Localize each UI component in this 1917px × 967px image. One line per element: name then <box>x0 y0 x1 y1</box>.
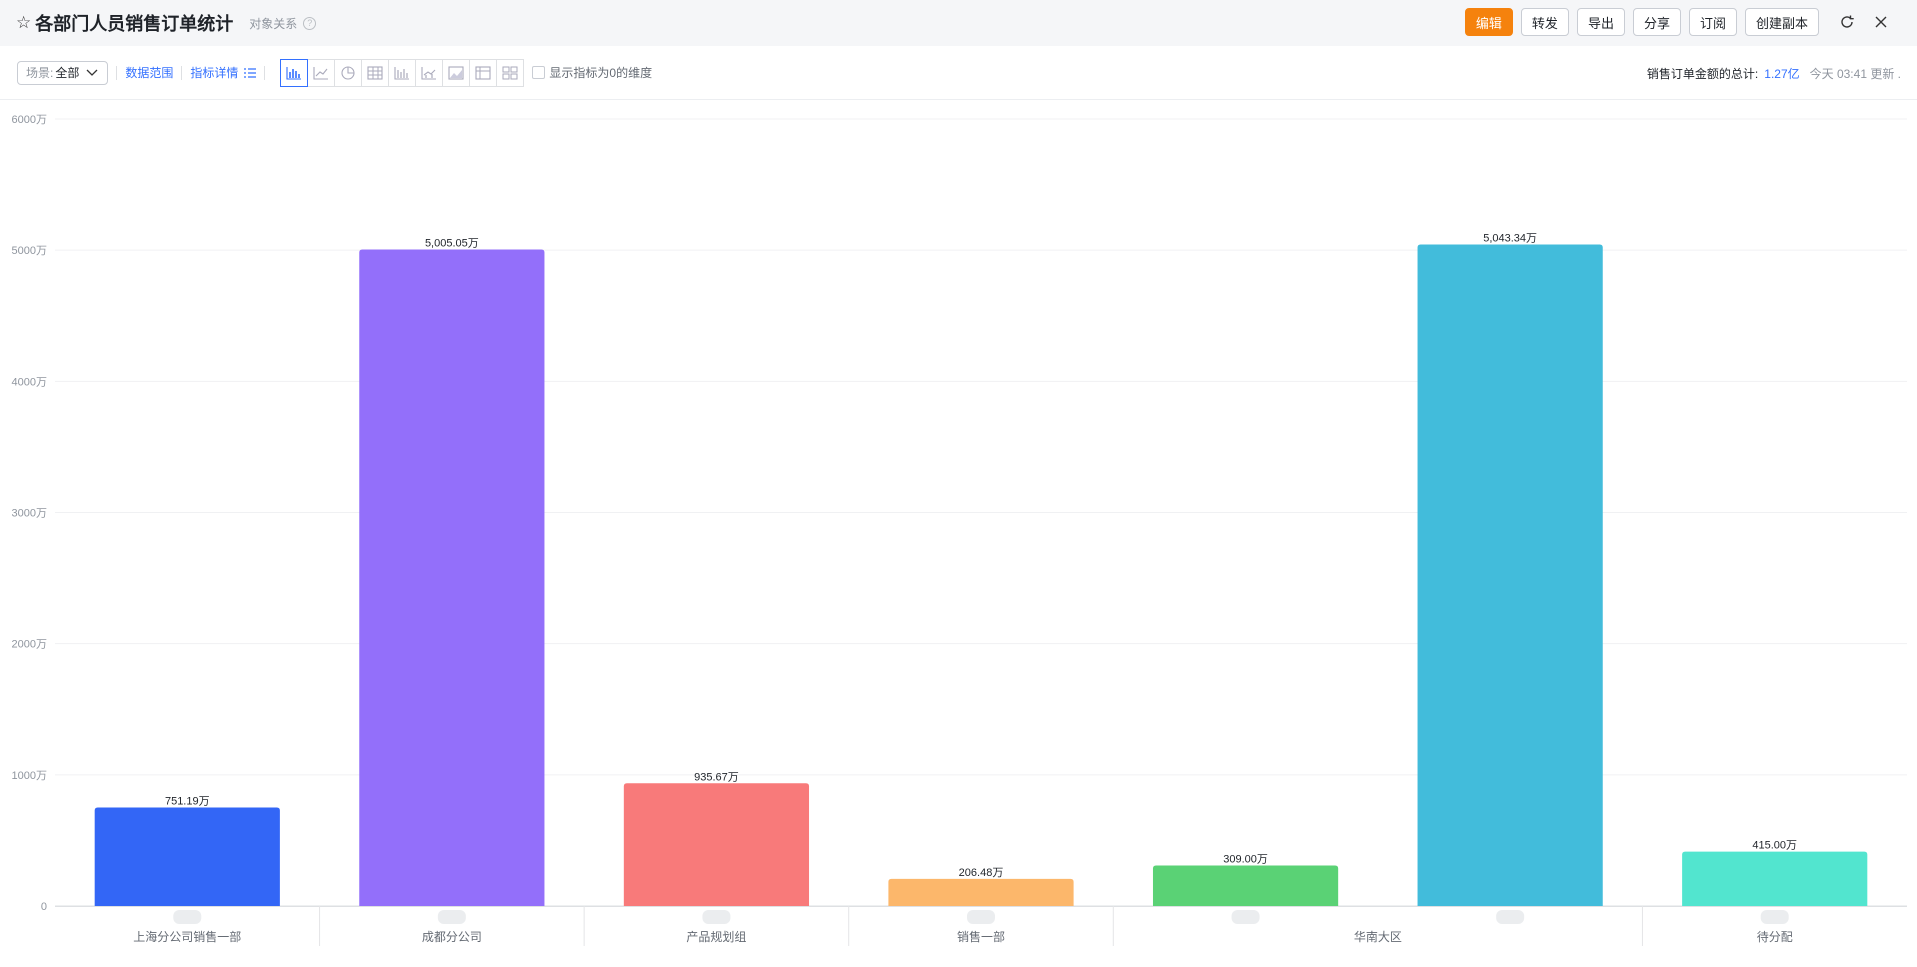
bar-chart-icon[interactable] <box>280 58 309 87</box>
avatar-placeholder <box>702 910 731 924</box>
y-tick-label: 2000万 <box>12 639 47 651</box>
divider <box>116 65 118 80</box>
header-bar: ☆ 各部门人员销售订单统计 对象关系 ? 编辑 转发 导出 分享 订阅 创建副本 <box>0 0 1917 46</box>
column-chart-icon[interactable] <box>388 58 417 87</box>
star-icon[interactable]: ☆ <box>16 13 32 32</box>
table-icon[interactable] <box>361 58 390 87</box>
pivot-table-icon[interactable] <box>469 58 498 87</box>
x-group-label: 待分配 <box>1757 930 1793 944</box>
bar <box>1682 851 1868 906</box>
refresh-icon[interactable] <box>1833 8 1861 36</box>
avatar-placeholder <box>173 910 202 924</box>
total-label: 销售订单金额的总计: <box>1646 66 1759 81</box>
y-tick-label: 1000万 <box>12 770 47 782</box>
avatar-placeholder <box>1231 910 1260 924</box>
bar <box>888 878 1074 906</box>
metric-detail-link[interactable]: 指标详情 <box>190 64 257 81</box>
forward-button[interactable]: 转发 <box>1520 8 1569 36</box>
bar-value-label: 751.19万 <box>165 795 210 807</box>
checkbox-box[interactable] <box>532 66 546 79</box>
data-range-link[interactable]: 数据范围 <box>125 66 174 80</box>
x-group-label: 产品规划组 <box>686 929 746 944</box>
create-copy-button[interactable]: 创建副本 <box>1744 8 1819 36</box>
bar <box>1152 865 1339 906</box>
update-time: 今天 03:41 更新 . <box>1809 66 1901 81</box>
bar <box>623 783 810 906</box>
x-group-label: 上海分公司销售一部 <box>133 929 241 944</box>
show-zero-label: 显示指标为0的维度 <box>549 66 653 80</box>
scene-select[interactable]: 场景: 全部 <box>17 60 109 85</box>
bar-chart: 751.19万 5,005.05万 935.67万 206.48万 309.00万 5,0… <box>12 114 1907 946</box>
divider <box>264 65 266 80</box>
page-title: 各部门人员销售订单统计 <box>35 14 234 34</box>
x-group-label: 华南大区 <box>1354 929 1402 944</box>
bar-value-label: 935.67万 <box>694 771 739 783</box>
y-tick-label: 0 <box>41 901 47 913</box>
divider <box>181 65 183 80</box>
avatar-placeholder <box>1496 910 1525 924</box>
object-relation-label[interactable]: 对象关系 <box>249 16 298 31</box>
subscribe-button[interactable]: 订阅 <box>1688 8 1737 36</box>
y-tick-label: 4000万 <box>12 376 47 388</box>
share-button[interactable]: 分享 <box>1632 8 1681 36</box>
card-grid-icon[interactable] <box>496 58 525 87</box>
y-tick-label: 3000万 <box>12 508 47 520</box>
show-zero-checkbox[interactable]: 显示指标为0的维度 <box>532 64 652 81</box>
bar-value-label: 415.00万 <box>1752 840 1797 852</box>
list-icon <box>244 67 257 78</box>
avatar-placeholder <box>967 910 995 924</box>
avatar-placeholder <box>1760 910 1789 924</box>
avatar-placeholder <box>437 910 466 924</box>
export-button[interactable]: 导出 <box>1576 8 1625 36</box>
bar <box>94 807 280 906</box>
chevron-down-icon <box>86 69 98 76</box>
x-group-label: 成都分公司 <box>422 930 482 944</box>
chart-type-switcher <box>280 58 525 87</box>
bar-value-label: 206.48万 <box>959 867 1004 879</box>
close-icon[interactable] <box>1867 8 1895 36</box>
scene-value: 全部 <box>55 66 80 80</box>
bar-value-label: 309.00万 <box>1223 853 1268 865</box>
edit-button[interactable]: 编辑 <box>1464 8 1513 36</box>
y-tick-label: 5000万 <box>12 245 47 257</box>
y-tick-label: 6000万 <box>12 114 47 126</box>
total-value: 1.27亿 <box>1764 66 1800 81</box>
bar-value-label: 5,005.05万 <box>425 238 479 250</box>
area-chart-icon[interactable] <box>442 58 471 87</box>
toolbar: 场景: 全部 数据范围 指标详情 <box>0 46 1917 100</box>
bar <box>1417 244 1603 906</box>
scene-label: 场景: <box>26 66 54 80</box>
pie-chart-icon[interactable] <box>334 58 363 87</box>
bar <box>359 249 545 906</box>
metric-detail-label: 指标详情 <box>190 66 239 80</box>
bar-value-label: 5,043.34万 <box>1483 232 1537 244</box>
combo-chart-icon[interactable] <box>415 58 444 87</box>
help-icon[interactable]: ? <box>303 16 317 30</box>
line-chart-icon[interactable] <box>307 58 336 87</box>
total-summary: 销售订单金额的总计: 1.27亿 今天 03:41 更新 . <box>1647 46 1901 100</box>
header-actions: 编辑 转发 导出 分享 订阅 创建副本 <box>1464 8 1917 36</box>
x-group-label: 销售一部 <box>957 929 1005 944</box>
